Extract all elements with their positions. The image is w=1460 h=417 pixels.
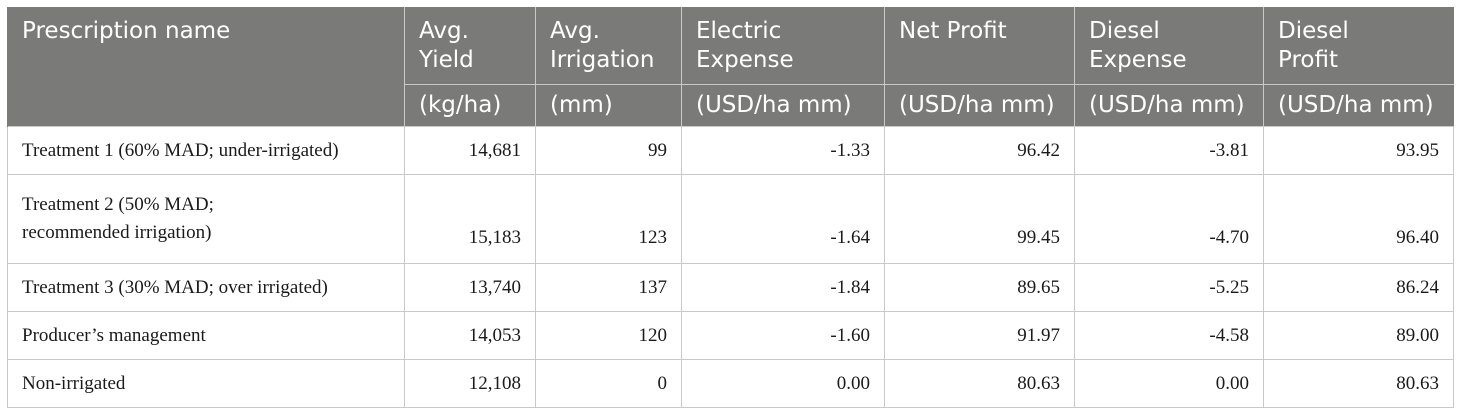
table-row: Treatment 2 (50% MAD; recommended irrigat… <box>7 174 1454 264</box>
row-name-line: Treatment 2 (50% MAD; <box>22 194 214 215</box>
cell-diesel-expense: -5.25 <box>1074 263 1264 312</box>
header-unit-electric-expense: (USD/ha mm) <box>681 84 885 127</box>
header-unit-net-profit: (USD/ha mm) <box>884 84 1075 127</box>
header-prescription-name: Prescription name <box>7 7 405 85</box>
header-line: Yield <box>419 47 474 73</box>
header-unit-diesel-expense: (USD/ha mm) <box>1074 84 1264 127</box>
cell-avg-irrigation: 99 <box>535 126 682 175</box>
cell-avg-irrigation: 123 <box>535 174 682 264</box>
cell-diesel-expense: 0.00 <box>1074 359 1264 408</box>
cell-avg-irrigation: 120 <box>535 311 682 360</box>
cell-avg-yield: 14,053 <box>404 311 536 360</box>
header-title-row: Prescription name Avg. Yield Avg. Irrigati… <box>7 7 1454 85</box>
cell-diesel-expense: -3.81 <box>1074 126 1264 175</box>
row-name: Treatment 3 (30% MAD; over irrigated) <box>7 263 405 312</box>
header-electric-expense: Electric Expense <box>681 7 885 85</box>
header-unit-diesel-profit: (USD/ha mm) <box>1263 84 1454 127</box>
cell-diesel-expense: -4.58 <box>1074 311 1264 360</box>
cell-diesel-profit: 89.00 <box>1263 311 1454 360</box>
cell-electric-expense: 0.00 <box>681 359 885 408</box>
cell-net-profit: 91.97 <box>884 311 1075 360</box>
cell-electric-expense: -1.64 <box>681 174 885 264</box>
cell-net-profit: 99.45 <box>884 174 1075 264</box>
header-line: Net Profit <box>899 18 1007 44</box>
header-diesel-profit: Diesel Profit <box>1263 7 1454 85</box>
row-name: Producer’s management <box>7 311 405 360</box>
cell-avg-yield: 13,740 <box>404 263 536 312</box>
table-row: Treatment 3 (30% MAD; over irrigated) 13… <box>7 263 1454 312</box>
header-avg-yield: Avg. Yield <box>404 7 536 85</box>
header-line: Avg. <box>419 18 469 44</box>
cell-diesel-profit: 96.40 <box>1263 174 1454 264</box>
cell-net-profit: 80.63 <box>884 359 1075 408</box>
header-avg-irrigation: Avg. Irrigation <box>535 7 682 85</box>
header-unit-irrigation: (mm) <box>535 84 682 127</box>
cell-avg-irrigation: 137 <box>535 263 682 312</box>
cell-diesel-profit: 93.95 <box>1263 126 1454 175</box>
cell-avg-yield: 15,183 <box>404 174 536 264</box>
results-table: Prescription name Avg. Yield Avg. Irrigati… <box>7 7 1454 408</box>
header-line: Prescription name <box>22 18 231 44</box>
header-unit-blank <box>7 84 405 127</box>
header-line: Electric <box>696 18 782 44</box>
header-line: Profit <box>1278 47 1338 73</box>
cell-diesel-profit: 80.63 <box>1263 359 1454 408</box>
header-line: Expense <box>1089 47 1187 73</box>
header-diesel-expense: Diesel Expense <box>1074 7 1264 85</box>
header-net-profit: Net Profit <box>884 7 1075 85</box>
cell-electric-expense: -1.84 <box>681 263 885 312</box>
table-header: Prescription name Avg. Yield Avg. Irrigati… <box>7 7 1454 127</box>
header-line: Expense <box>696 47 794 73</box>
table-body: Treatment 1 (60% MAD; under-irrigated) 1… <box>7 126 1454 408</box>
cell-avg-yield: 14,681 <box>404 126 536 175</box>
header-line: Diesel <box>1278 18 1349 44</box>
header-line: Avg. <box>550 18 600 44</box>
row-name: Treatment 1 (60% MAD; under-irrigated) <box>7 126 405 175</box>
cell-net-profit: 89.65 <box>884 263 1075 312</box>
cell-avg-irrigation: 0 <box>535 359 682 408</box>
cell-diesel-profit: 86.24 <box>1263 263 1454 312</box>
row-name: Non-irrigated <box>7 359 405 408</box>
header-unit-row: (kg/ha) (mm) (USD/ha mm) (USD/ha mm) (US… <box>7 84 1454 127</box>
table-row: Producer’s management 14,053 120 -1.60 9… <box>7 311 1454 360</box>
cell-avg-yield: 12,108 <box>404 359 536 408</box>
table-row: Treatment 1 (60% MAD; under-irrigated) 1… <box>7 126 1454 175</box>
cell-net-profit: 96.42 <box>884 126 1075 175</box>
cell-electric-expense: -1.60 <box>681 311 885 360</box>
cell-electric-expense: -1.33 <box>681 126 885 175</box>
header-unit-yield: (kg/ha) <box>404 84 536 127</box>
table-row: Non-irrigated 12,108 0 0.00 80.63 0.00 8… <box>7 359 1454 408</box>
header-line: Diesel <box>1089 18 1160 44</box>
row-name-line: recommended irrigation) <box>22 222 212 243</box>
cell-diesel-expense: -4.70 <box>1074 174 1264 264</box>
row-name: Treatment 2 (50% MAD; recommended irrigat… <box>7 174 405 264</box>
header-line: Irrigation <box>550 47 655 73</box>
